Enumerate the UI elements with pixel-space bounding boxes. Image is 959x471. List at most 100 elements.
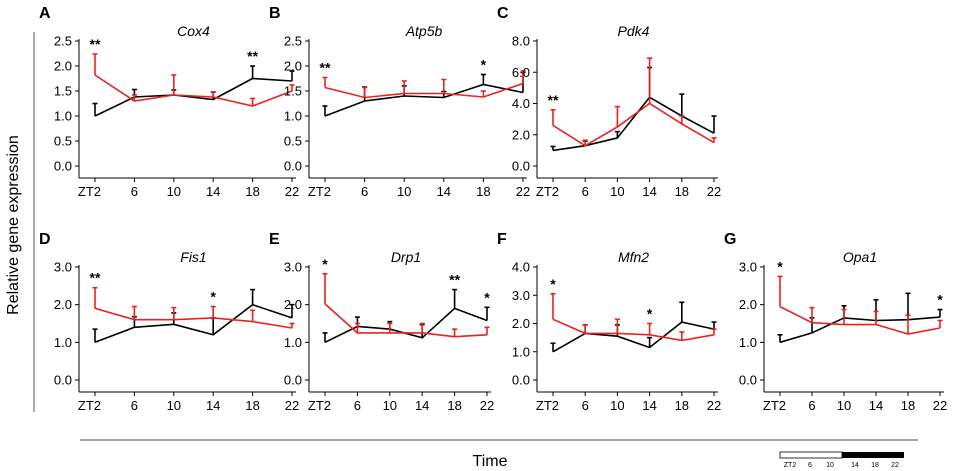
y-tick-label: 0.0 [54, 373, 72, 388]
x-tick-label: 14 [869, 398, 883, 413]
series-red [92, 286, 295, 329]
x-tick-label: 22 [707, 184, 721, 199]
x-tick-label: ZT2 [536, 184, 559, 199]
y-tick-label: 2.0 [284, 59, 302, 74]
timebar-label: ZT2 [784, 462, 797, 469]
series-red [550, 293, 717, 342]
x-tick-label: ZT2 [78, 184, 101, 199]
y-tick-label: 0.0 [739, 373, 757, 388]
x-tick-label: 10 [610, 184, 624, 199]
x-tick-label: ZT2 [763, 398, 786, 413]
significance-marker: ** [449, 272, 460, 288]
y-tick-label: 6.0 [512, 65, 530, 80]
x-tick-label: 18 [245, 398, 259, 413]
series-red [322, 272, 490, 338]
x-tick-label: 14 [206, 398, 220, 413]
y-tick-label: 2.5 [284, 34, 302, 49]
panel-letter: B [269, 5, 281, 22]
panel-letter: D [39, 231, 51, 248]
significance-marker: * [777, 258, 783, 274]
y-tick-label: 2.5 [54, 34, 72, 49]
chart-panel-a: A Cox4 0.0 0.5 1.0 1.5 2.0 2.5 ZT2 6 10 14 18 22 ** ** [39, 5, 299, 199]
significance-marker: * [937, 292, 943, 308]
series-line-red [324, 82, 524, 99]
series-red [322, 70, 526, 99]
panel-title: Drp1 [391, 249, 421, 265]
x-tick-label: 22 [285, 398, 299, 413]
panel-title: Atp5b [405, 23, 443, 39]
x-tick-label: 14 [437, 184, 451, 199]
y-tick-label: 4.0 [512, 96, 530, 111]
y-tick-label: 2.0 [54, 59, 72, 74]
significance-marker: * [481, 57, 487, 73]
x-tick-label: 10 [610, 398, 624, 413]
series-red [92, 53, 295, 107]
y-tick-label: 1.5 [284, 84, 302, 99]
y-tick-label: 0.0 [512, 373, 530, 388]
significance-marker: ** [90, 270, 101, 286]
y-tick-label: 0.5 [54, 134, 72, 149]
x-tick-label: 22 [707, 398, 721, 413]
y-tick-label: 2.0 [284, 297, 302, 312]
y-tick-label: 3.0 [739, 260, 757, 275]
x-tick-label: 14 [642, 184, 656, 199]
series-line-black [94, 303, 293, 344]
series-line-black [552, 321, 715, 353]
x-tick-label: 6 [808, 398, 815, 413]
x-tick-label: 6 [354, 398, 361, 413]
significance-marker: * [484, 289, 490, 305]
series-red [777, 275, 943, 335]
y-tick-label: 0.0 [284, 159, 302, 174]
x-tick-label: 22 [516, 184, 530, 199]
significance-marker: ** [320, 60, 331, 76]
x-tick-label: ZT2 [536, 398, 559, 413]
y-tick-label: 3.0 [284, 260, 302, 275]
significance-marker: ** [90, 36, 101, 52]
x-tick-label: 14 [206, 184, 220, 199]
y-tick-label: 0.0 [512, 159, 530, 174]
y-tick-label: 2.0 [739, 297, 757, 312]
x-tick-label: 22 [285, 184, 299, 199]
x-tick-label: 6 [582, 398, 589, 413]
x-tick-label: 6 [361, 184, 368, 199]
panel-title: Mfn2 [618, 249, 649, 265]
y-tick-label: 0.0 [54, 159, 72, 174]
y-tick-label: 1.0 [54, 109, 72, 124]
series-line-black [324, 83, 524, 117]
y-tick-label: 3.0 [512, 288, 530, 303]
y-tick-label: 1.5 [54, 84, 72, 99]
x-tick-label: ZT2 [308, 184, 331, 199]
y-tick-label: 1.0 [54, 335, 72, 350]
chart-panel-c: C Pdk4 0.0 2.0 4.0 6.0 8.0 ZT2 6 10 14 18 22 ** [497, 5, 721, 199]
series-line-red [94, 74, 293, 107]
x-tick-label: 10 [397, 184, 411, 199]
significance-marker: * [322, 256, 328, 272]
light-phase-bar [779, 451, 843, 459]
series-black [550, 66, 717, 152]
y-tick-label: 2.0 [512, 316, 530, 331]
timebar-label: 10 [826, 462, 834, 469]
chart-panel-f: F Mfn2 0.0 1.0 2.0 3.0 4.0 ZT2 6 10 14 18 22 * * [497, 231, 721, 413]
x-tick-label: 6 [131, 184, 138, 199]
x-tick-label: 18 [675, 398, 689, 413]
y-tick-label: 1.0 [512, 344, 530, 359]
x-axis-label: Time [473, 453, 508, 470]
series-line-red [94, 307, 293, 329]
panel-letter: G [724, 231, 736, 248]
x-tick-label: 22 [480, 398, 494, 413]
series-black [322, 288, 490, 344]
x-tick-label: 10 [383, 398, 397, 413]
panel-title: Opa1 [843, 249, 877, 265]
panel-title: Pdk4 [618, 23, 650, 39]
light-dark-timebar: ZT2 6 10 14 18 22 [779, 451, 904, 469]
panel-title: Cox4 [177, 23, 210, 39]
series-black [92, 65, 295, 117]
x-tick-label: 18 [245, 184, 259, 199]
series-line-red [552, 102, 715, 147]
y-tick-label: 0.5 [284, 134, 302, 149]
x-tick-label: 10 [167, 398, 181, 413]
x-tick-label: 18 [675, 184, 689, 199]
